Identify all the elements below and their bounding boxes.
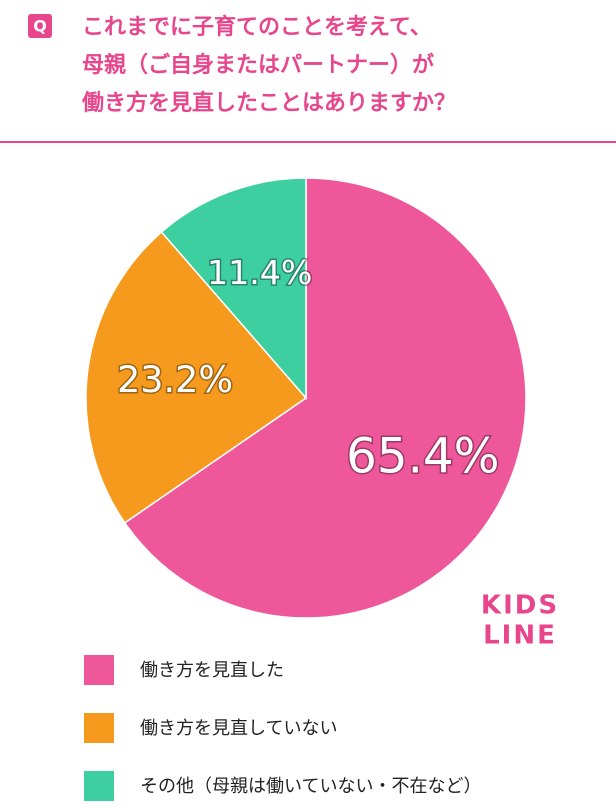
q-badge: Q	[33, 17, 47, 36]
legend-label: 働き方を見直した	[140, 660, 284, 681]
title-line: 働き方を見直したことはありますか？	[81, 90, 456, 116]
legend-swatch	[84, 771, 114, 801]
title-line: 母親（ご自身またはパートナー）が	[82, 52, 434, 78]
logo-line: LINE	[483, 621, 557, 651]
data-label: 65.4%	[346, 428, 499, 484]
logo: KIDS LINE	[481, 591, 559, 651]
data-label: 11.4%	[207, 253, 312, 292]
legend-swatch	[84, 655, 114, 685]
pie-slice	[85, 231, 308, 524]
title-line: これまでに子育てのことを考えて、	[82, 14, 432, 40]
title: これまでに子育てのことを考えて、母親（ご自身またはパートナー）が働き方を見直した…	[81, 14, 456, 116]
legend-label: 働き方を見直していない	[140, 718, 337, 739]
legend-label: その他（母親は働いていない・不在など）	[140, 776, 481, 797]
logo-line: KIDS	[481, 591, 559, 621]
q-badge-box	[28, 14, 52, 38]
pie-slice	[160, 177, 307, 401]
pie: 65.4% 23.2% 11.4%	[85, 177, 527, 619]
data-label: 23.2%	[117, 358, 233, 401]
legend-swatch	[84, 713, 114, 743]
pie-slice	[123, 177, 527, 619]
